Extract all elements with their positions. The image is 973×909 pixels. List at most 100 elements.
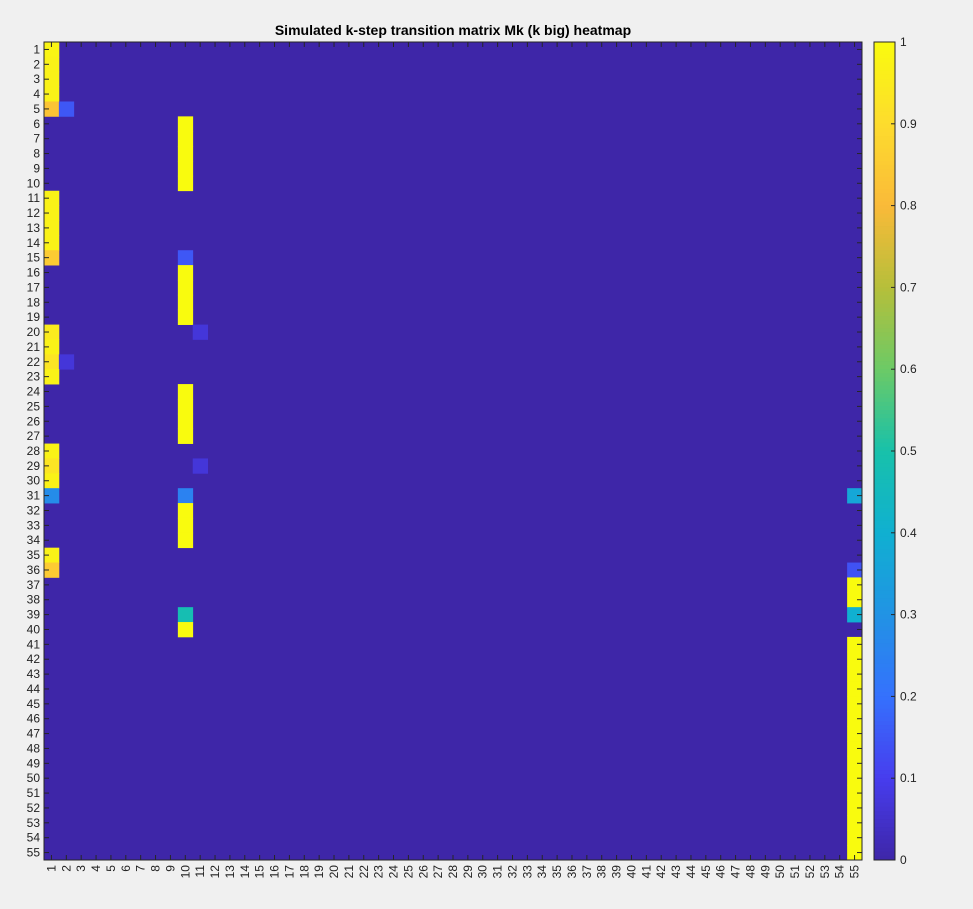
colorbar-segment — [874, 295, 895, 301]
colorbar-segment — [874, 749, 895, 755]
heatmap-cell — [847, 741, 863, 757]
colorbar-segment — [874, 344, 895, 350]
colorbar-segment — [874, 238, 895, 243]
heatmap-cell — [44, 339, 60, 355]
colorbar-segment — [874, 532, 895, 538]
colorbar-segment — [874, 704, 895, 710]
colorbar-segment — [874, 667, 895, 673]
colorbar-segment — [874, 107, 895, 113]
colorbar-segment — [874, 283, 895, 288]
colorbar-segment — [874, 778, 895, 783]
colorbar-segment — [874, 545, 895, 550]
heatmap-cell — [177, 622, 194, 638]
heatmap-cell — [44, 369, 60, 385]
colorbar-segment — [874, 99, 895, 104]
colorbar-segment — [874, 111, 895, 117]
colorbar-segment — [874, 377, 895, 382]
colorbar-segment — [874, 226, 895, 231]
y-tick-label: 12 — [27, 206, 41, 220]
colorbar-segment — [874, 614, 895, 620]
x-tick-label: 41 — [639, 865, 653, 879]
x-tick-label: 19 — [312, 865, 326, 879]
y-tick-label: 21 — [27, 340, 41, 354]
colorbar-segment — [874, 855, 895, 861]
colorbar-segment — [874, 761, 895, 767]
heatmap-cell — [847, 845, 863, 861]
colorbar-segment — [874, 74, 895, 80]
x-tick-label: 44 — [684, 865, 698, 879]
colorbar-segment — [874, 115, 895, 121]
colorbar-segment — [874, 86, 895, 92]
colorbar-segment — [874, 782, 895, 787]
y-tick-label: 36 — [27, 563, 41, 577]
colorbar-tick-label: 0.4 — [900, 526, 917, 540]
y-tick-label: 37 — [27, 578, 41, 592]
colorbar-segment — [874, 508, 895, 513]
y-tick-label: 1 — [33, 42, 40, 56]
heatmap-cells — [44, 42, 863, 861]
colorbar-segment — [874, 414, 895, 419]
colorbar-segment — [874, 475, 895, 481]
colorbar-segment — [874, 361, 895, 366]
colorbar-segment — [874, 720, 895, 726]
colorbar-tick-label: 0.8 — [900, 199, 917, 213]
heatmap-cell — [177, 309, 194, 325]
colorbar-segment — [874, 618, 895, 624]
heatmap-cell — [177, 175, 194, 192]
colorbar-tick-label: 0.2 — [900, 689, 917, 703]
colorbar-segment — [874, 594, 895, 599]
colorbar-segment — [874, 62, 895, 68]
colorbar-segment — [874, 810, 895, 816]
heatmap-cell — [847, 636, 863, 653]
x-tick-label: 46 — [714, 865, 728, 879]
heatmap-cell — [847, 696, 863, 712]
x-tick-label: 2 — [59, 865, 73, 872]
colorbar-segment — [874, 54, 895, 59]
heatmap-cell — [847, 488, 863, 504]
y-tick-label: 39 — [27, 608, 41, 622]
x-tick-label: 52 — [803, 865, 817, 879]
colorbar-segment — [874, 847, 895, 853]
heatmap-cell — [177, 131, 194, 147]
heatmap-cell — [192, 458, 208, 474]
colorbar-segment — [874, 675, 895, 681]
y-tick-label: 10 — [27, 176, 41, 190]
colorbar-segment — [874, 729, 895, 734]
y-tick-label: 26 — [27, 414, 41, 428]
colorbar-segment — [874, 189, 895, 194]
colorbar-segment — [874, 307, 895, 313]
y-tick-label: 19 — [27, 310, 41, 324]
colorbar-segment — [874, 598, 895, 603]
colorbar-tick-label: 0 — [900, 853, 907, 867]
colorbar-segment — [874, 602, 895, 607]
colorbar-segment — [874, 397, 895, 403]
y-tick-label: 13 — [27, 221, 41, 235]
heatmap-cell — [44, 488, 60, 504]
colorbar-segment — [874, 577, 895, 583]
colorbar-segment — [874, 483, 895, 489]
colorbar-segment — [874, 659, 895, 665]
colorbar-segment — [874, 316, 895, 321]
colorbar-segment — [874, 500, 895, 505]
colorbar-segment — [874, 491, 895, 497]
x-tick-label: 5 — [104, 865, 118, 872]
colorbar-segment — [874, 119, 895, 125]
y-tick-label: 35 — [27, 548, 41, 562]
colorbar-segment — [874, 356, 895, 362]
y-tick-label: 42 — [27, 652, 41, 666]
y-tick-label: 54 — [27, 831, 41, 845]
colorbar-segment — [874, 504, 895, 509]
colorbar-segment — [874, 802, 895, 808]
colorbar-segment — [874, 725, 895, 730]
colorbar-segment — [874, 647, 895, 652]
colorbar-segment — [874, 422, 895, 427]
colorbar-segment — [874, 127, 895, 133]
y-tick-label: 48 — [27, 741, 41, 755]
heatmap-cell — [847, 830, 863, 846]
x-tick-label: 31 — [491, 865, 505, 879]
heatmap-cell — [177, 265, 194, 281]
heatmap-cell — [177, 517, 194, 534]
colorbar-segment — [874, 630, 895, 636]
y-tick-label: 45 — [27, 697, 41, 711]
colorbar-segment — [874, 254, 895, 260]
